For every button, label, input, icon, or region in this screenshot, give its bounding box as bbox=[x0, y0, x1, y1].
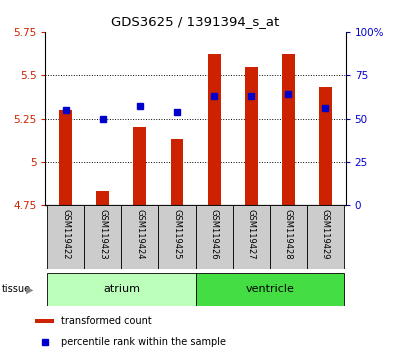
Bar bbox=[307, 205, 344, 269]
Text: GSM119424: GSM119424 bbox=[135, 209, 145, 259]
Text: GSM119422: GSM119422 bbox=[61, 209, 70, 259]
Bar bbox=[207, 55, 220, 205]
Text: atrium: atrium bbox=[103, 284, 140, 295]
Text: percentile rank within the sample: percentile rank within the sample bbox=[61, 337, 226, 347]
Bar bbox=[171, 139, 184, 205]
Bar bbox=[47, 273, 196, 306]
Text: tissue: tissue bbox=[2, 284, 31, 295]
Bar bbox=[121, 205, 158, 269]
Text: GSM119427: GSM119427 bbox=[246, 209, 256, 259]
Bar bbox=[270, 205, 307, 269]
Text: ▶: ▶ bbox=[26, 284, 34, 295]
Bar bbox=[245, 67, 258, 205]
Bar bbox=[47, 205, 85, 269]
Bar bbox=[282, 55, 295, 205]
Text: GSM119423: GSM119423 bbox=[98, 209, 107, 259]
Text: ventricle: ventricle bbox=[245, 284, 294, 295]
Bar bbox=[158, 205, 196, 269]
Title: GDS3625 / 1391394_s_at: GDS3625 / 1391394_s_at bbox=[111, 15, 280, 28]
Bar bbox=[134, 127, 147, 205]
Bar bbox=[196, 205, 233, 269]
Text: GSM119429: GSM119429 bbox=[321, 209, 330, 259]
Bar bbox=[85, 205, 121, 269]
Bar bbox=[319, 87, 332, 205]
Bar bbox=[233, 205, 270, 269]
Bar bbox=[196, 273, 344, 306]
Text: GSM119425: GSM119425 bbox=[173, 209, 181, 259]
Bar bbox=[96, 192, 109, 205]
Text: GSM119426: GSM119426 bbox=[210, 209, 218, 259]
Text: GSM119428: GSM119428 bbox=[284, 209, 293, 259]
Bar bbox=[59, 110, 72, 205]
Text: transformed count: transformed count bbox=[61, 316, 152, 326]
Bar bbox=[35, 319, 55, 323]
